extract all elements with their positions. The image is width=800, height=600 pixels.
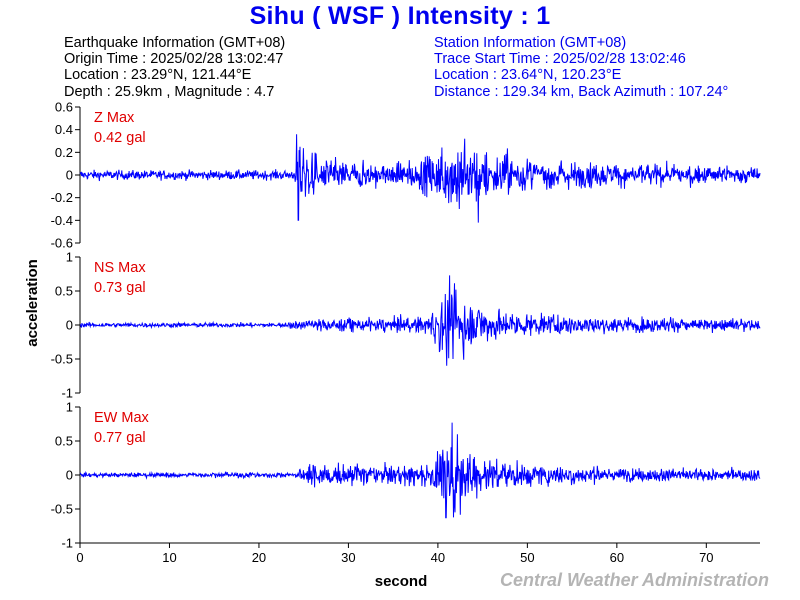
- y-tick-label: -0.5: [51, 352, 73, 367]
- y-tick-label: 0.2: [55, 145, 73, 160]
- panels-group: -0.6 -0.4 -0.2 0 0.2 0.4 0.6 Z Max 0.42 gal -1 -0.…: [51, 100, 761, 551]
- x-tick-label: 40: [431, 550, 445, 565]
- max-label-name: Z Max: [94, 110, 135, 126]
- panel-0: -0.6 -0.4 -0.2 0 0.2 0.4 0.6 Z Max 0.42 gal: [51, 100, 761, 251]
- y-tick-label: 0: [66, 168, 73, 183]
- epicenter-location: Location : 23.29°N, 121.44°E: [64, 67, 252, 84]
- panel-2: -1 -0.5 0 0.5 1 EW Max 0.77 gal: [51, 400, 761, 551]
- x-axis: 0 10 20 30 40 50 60 70: [76, 542, 760, 565]
- x-tick-label: 20: [252, 550, 266, 565]
- depth-magnitude: Depth : 25.9km , Magnitude : 4.7: [64, 83, 275, 100]
- x-tick-label: 10: [162, 550, 176, 565]
- x-tick-label: 50: [520, 550, 534, 565]
- earthquake-heading: Earthquake Information (GMT+08): [64, 35, 286, 51]
- origin-time: Origin Time : 2025/02/28 13:02:47: [64, 51, 284, 68]
- y-tick-label: 1: [66, 400, 73, 415]
- y-tick-label: 0: [66, 468, 73, 483]
- y-tick-label: 0.4: [55, 122, 73, 137]
- x-tick-label: 30: [341, 550, 355, 565]
- earthquake-info: Earthquake Information (GMT+08) Origin T…: [64, 35, 285, 100]
- waveform-series-line: [79, 134, 761, 223]
- y-tick-label: 0.5: [55, 284, 73, 299]
- y-tick-label: 1: [66, 250, 73, 265]
- panel-1: -1 -0.5 0 0.5 1 NS Max 0.73 gal: [51, 250, 761, 401]
- distance-azimuth: Distance : 129.34 km, Back Azimuth : 107…: [434, 83, 729, 100]
- y-tick-label: -0.2: [51, 190, 73, 205]
- y-tick-label: -0.4: [51, 213, 73, 228]
- station-location: Location : 23.64°N, 120.23°E: [434, 67, 622, 84]
- x-tick-label: 70: [699, 550, 713, 565]
- y-axis-label: acceleration: [24, 259, 41, 347]
- waveform-series-line: [79, 422, 761, 519]
- x-tick-label: 0: [76, 550, 83, 565]
- max-label-name: EW Max: [94, 410, 150, 426]
- y-tick-label: 0: [66, 318, 73, 333]
- station-heading: Station Information (GMT+08): [434, 35, 627, 51]
- y-tick-label: -0.6: [51, 236, 73, 251]
- station-info: Station Information (GMT+08) Trace Start…: [434, 35, 728, 100]
- credit-text: Central Weather Administration: [500, 570, 769, 590]
- waveform-series-line: [80, 275, 761, 366]
- max-label-name: NS Max: [94, 260, 146, 276]
- y-tick-label: 0.5: [55, 434, 73, 449]
- trace-start-time: Trace Start Time : 2025/02/28 13:02:46: [434, 51, 686, 68]
- y-tick-label: -0.5: [51, 502, 73, 517]
- max-label-value: 0.73 gal: [94, 280, 146, 296]
- y-tick-label: -1: [61, 536, 73, 551]
- x-axis-label: second: [375, 573, 428, 590]
- y-tick-label: -1: [61, 386, 73, 401]
- figure-title: Sihu ( WSF ) Intensity : 1: [249, 2, 551, 30]
- max-label-value: 0.77 gal: [94, 430, 146, 446]
- y-tick-label: 0.6: [55, 100, 73, 115]
- max-label-value: 0.42 gal: [94, 130, 146, 146]
- x-tick-label: 60: [610, 550, 624, 565]
